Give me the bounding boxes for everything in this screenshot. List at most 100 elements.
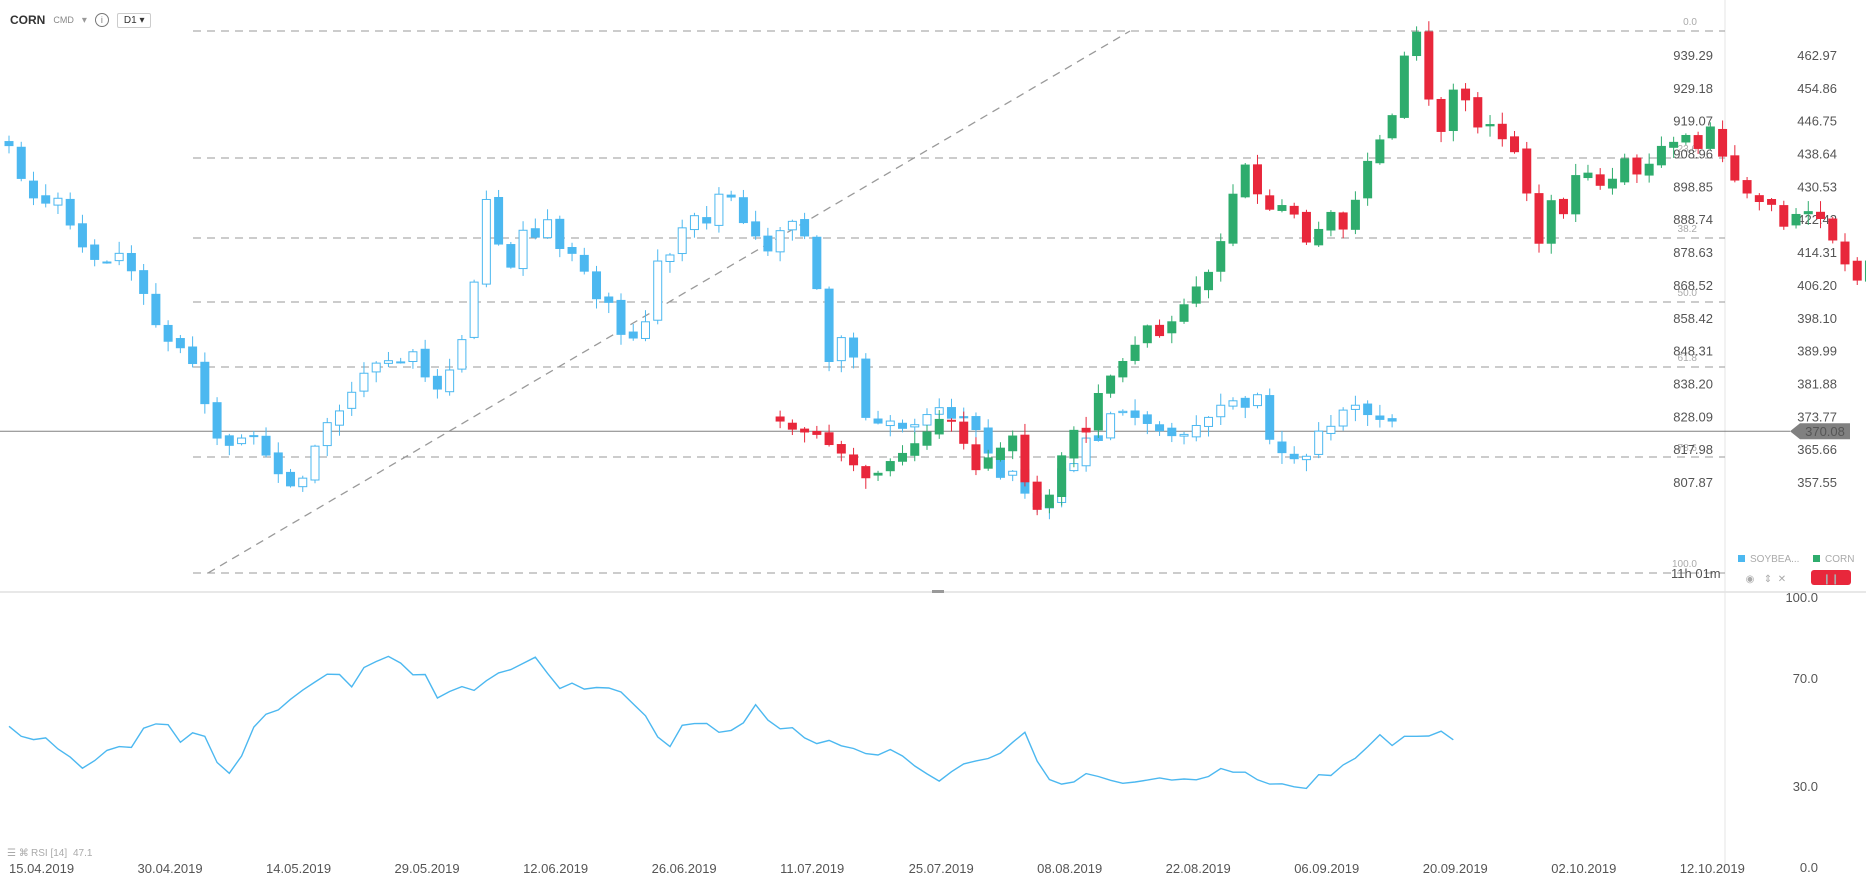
x-tick-label: 20.09.2019 <box>1423 861 1488 876</box>
corn-candle-body <box>861 466 871 479</box>
soybean-candle-body <box>665 254 675 262</box>
corn-candle-body <box>959 421 969 444</box>
soybean-candle-body <box>1375 415 1385 420</box>
soybean-candle-body <box>237 437 247 445</box>
soybean-candle-body <box>273 452 283 475</box>
soybean-candle-body <box>1363 403 1373 416</box>
info-icon[interactable]: i <box>94 13 109 27</box>
x-tick-label: 02.10.2019 <box>1551 861 1616 876</box>
soybean-candle-body <box>787 220 797 231</box>
y-tick-right: 373.77 <box>1797 409 1837 424</box>
x-tick-label: 11.07.2019 <box>780 861 844 876</box>
corn-candle-body <box>1020 434 1030 483</box>
corn-candle-body <box>1840 241 1850 265</box>
price-badge <box>1790 423 1850 440</box>
corn-candle-body <box>787 422 797 430</box>
soybean-candle-body <box>946 407 956 419</box>
soybean-candle-body <box>910 424 920 428</box>
candle-style-icon: ❙❙ <box>1823 574 1840 585</box>
y-tick-right: 389.99 <box>1797 344 1837 359</box>
soybean-candle-body <box>689 215 699 231</box>
corn-candle-body <box>1669 141 1679 148</box>
corn-candle-body <box>1522 148 1532 194</box>
rsi-line <box>8 655 1454 790</box>
corn-candle-body <box>1155 324 1165 337</box>
fib-level-label: 38.2 <box>1678 224 1698 235</box>
corn-candle-body <box>1779 205 1789 227</box>
fib-level-label: 50.0 <box>1678 288 1698 299</box>
corn-candle-body <box>1130 344 1140 361</box>
soybean-candle-body <box>1338 409 1348 427</box>
corn-candle-body <box>1705 126 1715 149</box>
soybean-candle-body <box>1142 414 1152 424</box>
soybean-candle-body <box>836 337 846 362</box>
soybean-candle-body <box>53 197 63 206</box>
chevron-down-icon[interactable]: ▾ <box>81 14 87 26</box>
corn-candle-body <box>1730 155 1740 181</box>
soybean-candle-body <box>1118 410 1128 414</box>
y-tick-left: 848.31 <box>1673 344 1713 359</box>
soybean-candle-body <box>604 296 614 303</box>
reorder-icon: ⇕ <box>1764 574 1772 585</box>
y-tick-left: 939.29 <box>1673 48 1713 63</box>
soybean-candle-body <box>677 227 687 255</box>
corn-candle-body <box>946 419 956 422</box>
corn-candle-body <box>1044 494 1054 508</box>
soybean-candle-body <box>249 435 259 438</box>
soybean-candle-body <box>408 351 418 362</box>
soybean-candle-body <box>261 435 271 456</box>
soybean-candle-body <box>592 271 602 300</box>
corn-candle-body <box>873 472 883 476</box>
soybean-candle-body <box>469 281 479 338</box>
soybean-candle-body <box>1301 455 1311 461</box>
fib-level-label: 0.0 <box>1683 17 1697 28</box>
corn-candle-body <box>1681 134 1691 143</box>
corn-candle-body <box>1093 392 1103 431</box>
y-tick-right: 446.75 <box>1797 114 1837 129</box>
y-tick-right: 406.20 <box>1797 278 1837 293</box>
x-tick-label: 06.09.2019 <box>1294 861 1359 876</box>
soybean-candle-body <box>396 361 406 364</box>
timeframe-value: D1 <box>123 14 137 26</box>
corn-candle-body <box>1436 98 1446 132</box>
soybean-candle-body <box>567 247 577 254</box>
soybean-candle-body <box>163 324 173 342</box>
soybean-candle-body <box>286 471 296 487</box>
corn-candle-body <box>1118 360 1128 378</box>
soybean-candle-body <box>861 358 871 418</box>
corn-candle-body <box>934 418 944 435</box>
corn-candle-body <box>1179 304 1189 322</box>
x-tick-label: 22.08.2019 <box>1166 861 1231 876</box>
soybean-candle-body <box>298 477 308 488</box>
chart-toolbar: CORN CMD ▾ i D1 ▾ <box>10 10 152 30</box>
y-tick-left: 929.18 <box>1673 81 1713 96</box>
corn-candle-body <box>836 444 846 454</box>
y-tick-right: 414.31 <box>1797 245 1837 260</box>
soybean-candle-body <box>347 391 357 409</box>
corn-candle-body <box>1424 31 1434 100</box>
timeframe-select[interactable]: D1 ▾ <box>116 12 152 28</box>
soybean-candle-body <box>640 321 650 339</box>
soybean-candle-body <box>579 254 589 272</box>
rsi-value: 47.1 <box>73 848 93 859</box>
corn-candle-body <box>775 416 785 422</box>
corn-candle-body <box>1277 205 1287 211</box>
corn-candle-body <box>1412 31 1422 57</box>
soybean-candle-body <box>738 197 748 224</box>
rsi-label: RSI [14] <box>31 848 67 859</box>
symbol-label[interactable]: CORN <box>10 13 46 27</box>
corn-candle-body <box>1032 481 1042 510</box>
y-tick-left: 807.87 <box>1673 475 1713 490</box>
corn-candle-body <box>995 447 1005 460</box>
soybean-candle-body <box>65 198 75 226</box>
y-tick-right: 462.97 <box>1797 48 1837 63</box>
soybean-candle-body <box>383 360 393 364</box>
soybean-candle-body <box>555 218 565 249</box>
corn-candle-body <box>1326 211 1336 231</box>
corn-candle-body <box>910 443 920 456</box>
soybean-candle-body <box>1326 425 1336 434</box>
corn-candle-body <box>1534 193 1544 244</box>
corn-candle-body <box>971 444 981 471</box>
overlay-legend-swatch <box>1738 555 1745 562</box>
